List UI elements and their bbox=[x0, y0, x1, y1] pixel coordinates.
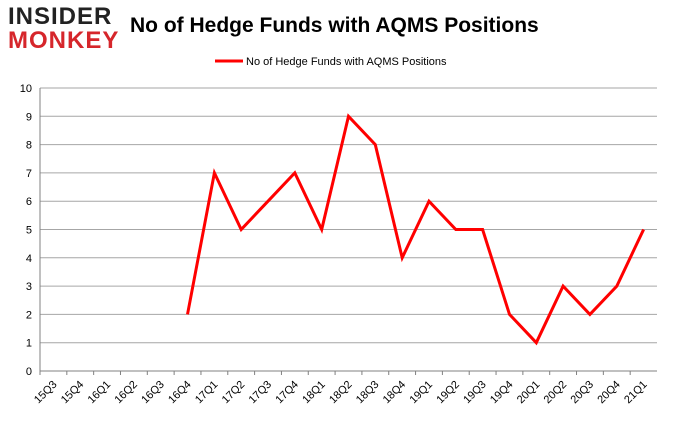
y-tick-label: 5 bbox=[26, 225, 32, 237]
y-tick-label: 6 bbox=[26, 196, 32, 208]
y-tick-label: 1 bbox=[26, 338, 32, 350]
x-tick-label: 15Q4 bbox=[59, 379, 87, 407]
x-tick-label: 20Q2 bbox=[542, 379, 570, 407]
logo-line-2: MONKEY bbox=[8, 27, 120, 54]
grid-lines bbox=[39, 87, 657, 372]
x-tick-label: 18Q2 bbox=[327, 379, 355, 407]
x-tick-label: 16Q3 bbox=[139, 379, 167, 407]
x-tick-label: 18Q4 bbox=[381, 379, 409, 407]
y-tick-label: 2 bbox=[26, 309, 32, 321]
x-tick-label: 19Q2 bbox=[434, 379, 462, 407]
x-tick-label: 16Q2 bbox=[112, 379, 140, 407]
series-line bbox=[186, 113, 645, 346]
y-tick-label: 0 bbox=[26, 366, 32, 378]
x-tick-label: 16Q4 bbox=[166, 379, 194, 407]
y-tick-label: 4 bbox=[26, 253, 32, 265]
x-tick-label: 15Q3 bbox=[32, 379, 60, 407]
x-tick-label: 17Q2 bbox=[220, 379, 248, 407]
insider-monkey-logo: INSIDER MONKEY bbox=[6, 4, 126, 56]
x-tick-label: 19Q4 bbox=[488, 379, 516, 407]
x-tick-label: 18Q3 bbox=[354, 379, 382, 407]
x-tick-label: 21Q1 bbox=[622, 379, 650, 407]
chart-title: No of Hedge Funds with AQMS Positions bbox=[130, 14, 539, 37]
logo-line-1: INSIDER bbox=[8, 3, 113, 30]
x-tick-label: 17Q3 bbox=[247, 379, 275, 407]
x-tick-label: 20Q4 bbox=[595, 379, 623, 407]
x-tick-label: 20Q1 bbox=[515, 379, 543, 407]
x-tick-label: 20Q3 bbox=[569, 379, 597, 407]
x-tick-label: 18Q1 bbox=[300, 379, 328, 407]
x-tick-label: 17Q4 bbox=[273, 379, 301, 407]
x-tick-label: 19Q1 bbox=[408, 379, 436, 407]
y-tick-label: 8 bbox=[26, 140, 32, 152]
y-tick-label: 10 bbox=[20, 83, 32, 95]
x-axis-ticks: 15Q3 15Q4 16Q1 16Q2 16Q3 16Q4 17Q1 17Q2 17Q3 17Q4… bbox=[32, 371, 650, 406]
y-tick-label: 3 bbox=[26, 281, 32, 293]
legend: No of Hedge Funds with AQMS Positions bbox=[215, 56, 447, 68]
y-axis-ticks: 0 1 2 3 4 5 6 7 8 9 10 bbox=[20, 83, 32, 378]
y-tick-label: 7 bbox=[26, 168, 32, 180]
x-tick-label: 19Q3 bbox=[461, 379, 489, 407]
x-tick-label: 16Q1 bbox=[86, 379, 114, 407]
legend-label: No of Hedge Funds with AQMS Positions bbox=[246, 56, 447, 68]
y-tick-label: 9 bbox=[26, 111, 32, 123]
x-tick-label: 17Q1 bbox=[193, 379, 221, 407]
series-group bbox=[186, 113, 645, 346]
